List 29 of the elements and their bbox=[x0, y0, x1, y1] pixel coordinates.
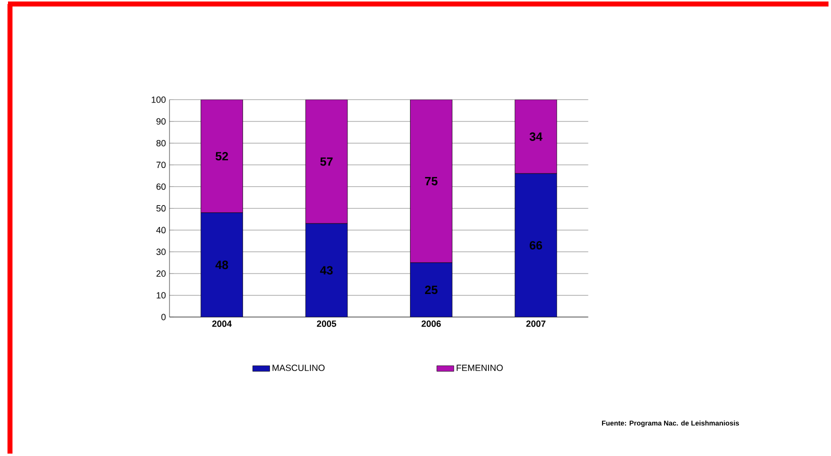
y-tick-label: 10 bbox=[156, 292, 166, 298]
bar bbox=[306, 224, 348, 317]
x-tick-label: 2004 bbox=[212, 320, 232, 327]
bar bbox=[514, 173, 558, 317]
data-label: 66 bbox=[530, 241, 542, 250]
y-tick-label: 90 bbox=[156, 118, 166, 125]
legend-label: MASCULINO bbox=[272, 364, 325, 371]
legend-label: FEMENINO bbox=[456, 364, 503, 371]
data-label: 52 bbox=[216, 152, 228, 160]
bar bbox=[410, 262, 452, 317]
y-tick-label: 20 bbox=[156, 270, 166, 277]
y-tick-label: 0 bbox=[161, 314, 166, 320]
x-tick-label: 2005 bbox=[316, 320, 336, 327]
y-tick-label: 100 bbox=[152, 96, 166, 103]
y-tick-label: 60 bbox=[156, 183, 166, 190]
y-tick-label: 70 bbox=[156, 162, 166, 168]
x-tick-label: 2007 bbox=[526, 320, 546, 327]
x-tick-label: 2006 bbox=[422, 320, 441, 327]
data-label: 57 bbox=[320, 157, 333, 166]
data-label: 25 bbox=[425, 286, 438, 294]
y-tick-label: 50 bbox=[156, 205, 166, 212]
bar bbox=[200, 212, 243, 317]
data-label: 75 bbox=[425, 176, 438, 186]
y-tick-label: 30 bbox=[156, 248, 166, 255]
data-label: 34 bbox=[530, 132, 542, 141]
y-tick-label: 40 bbox=[156, 226, 166, 234]
y-tick-label: 80 bbox=[156, 140, 166, 146]
data-label: 48 bbox=[215, 260, 228, 270]
data-label: 43 bbox=[320, 266, 333, 274]
